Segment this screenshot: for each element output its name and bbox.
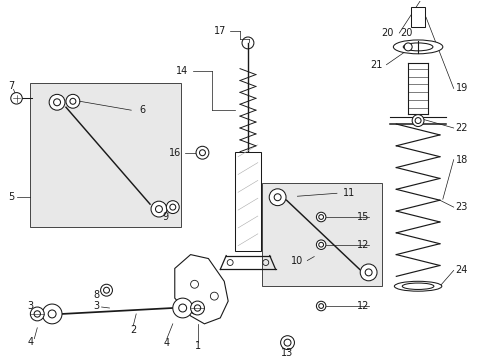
- Text: 12: 12: [356, 240, 368, 250]
- Text: 14: 14: [176, 66, 188, 76]
- Circle shape: [316, 301, 325, 311]
- Text: 23: 23: [455, 202, 467, 212]
- Circle shape: [30, 307, 44, 321]
- Text: 2: 2: [130, 325, 136, 335]
- Circle shape: [42, 304, 62, 324]
- Circle shape: [11, 93, 22, 104]
- Circle shape: [316, 212, 325, 222]
- Circle shape: [404, 43, 411, 51]
- Text: 13: 13: [281, 347, 293, 357]
- Text: 16: 16: [168, 148, 181, 158]
- Text: 22: 22: [455, 123, 467, 133]
- Text: 21: 21: [369, 60, 382, 70]
- Circle shape: [34, 311, 41, 317]
- Circle shape: [151, 201, 166, 217]
- Text: 9: 9: [163, 212, 168, 222]
- Bar: [261, 183, 382, 286]
- Circle shape: [414, 118, 420, 123]
- Circle shape: [103, 287, 109, 293]
- Bar: [410, 7, 424, 27]
- Circle shape: [411, 114, 423, 126]
- Text: 17: 17: [213, 26, 226, 36]
- Text: 11: 11: [342, 188, 354, 198]
- Bar: [30, 84, 181, 227]
- Text: 20: 20: [400, 28, 412, 38]
- Circle shape: [169, 204, 175, 210]
- Text: 20: 20: [380, 28, 392, 38]
- Text: 15: 15: [356, 212, 368, 222]
- Circle shape: [49, 94, 65, 110]
- Circle shape: [70, 98, 76, 104]
- Text: 5: 5: [9, 192, 15, 202]
- Text: 7: 7: [9, 81, 15, 91]
- Circle shape: [318, 215, 323, 219]
- Circle shape: [280, 336, 294, 350]
- Circle shape: [172, 298, 192, 318]
- Circle shape: [166, 201, 179, 213]
- Circle shape: [101, 284, 112, 296]
- Circle shape: [316, 240, 325, 249]
- Circle shape: [365, 269, 371, 276]
- Text: 3: 3: [93, 301, 100, 311]
- Ellipse shape: [392, 40, 442, 54]
- Circle shape: [199, 150, 205, 156]
- Text: 4: 4: [27, 337, 33, 347]
- Ellipse shape: [402, 283, 433, 289]
- Circle shape: [190, 301, 204, 315]
- Circle shape: [178, 304, 186, 312]
- Circle shape: [66, 94, 80, 108]
- Circle shape: [274, 194, 281, 201]
- Circle shape: [318, 242, 323, 247]
- Ellipse shape: [393, 281, 441, 291]
- Text: 8: 8: [93, 290, 100, 300]
- Text: 4: 4: [163, 338, 169, 348]
- Circle shape: [269, 189, 285, 206]
- Circle shape: [318, 303, 323, 309]
- Circle shape: [194, 305, 200, 311]
- Circle shape: [360, 264, 376, 281]
- Circle shape: [155, 206, 162, 212]
- Text: 12: 12: [356, 301, 368, 311]
- Text: 10: 10: [290, 256, 303, 266]
- Bar: [235, 152, 260, 251]
- Circle shape: [48, 310, 56, 318]
- Text: 24: 24: [455, 265, 467, 275]
- Ellipse shape: [403, 43, 432, 51]
- Text: 3: 3: [27, 301, 33, 311]
- Text: 1: 1: [194, 341, 200, 351]
- Text: 19: 19: [455, 84, 467, 94]
- Circle shape: [196, 146, 208, 159]
- Text: 6: 6: [139, 105, 145, 115]
- Text: 18: 18: [455, 155, 467, 165]
- Circle shape: [284, 339, 290, 346]
- Circle shape: [54, 99, 61, 106]
